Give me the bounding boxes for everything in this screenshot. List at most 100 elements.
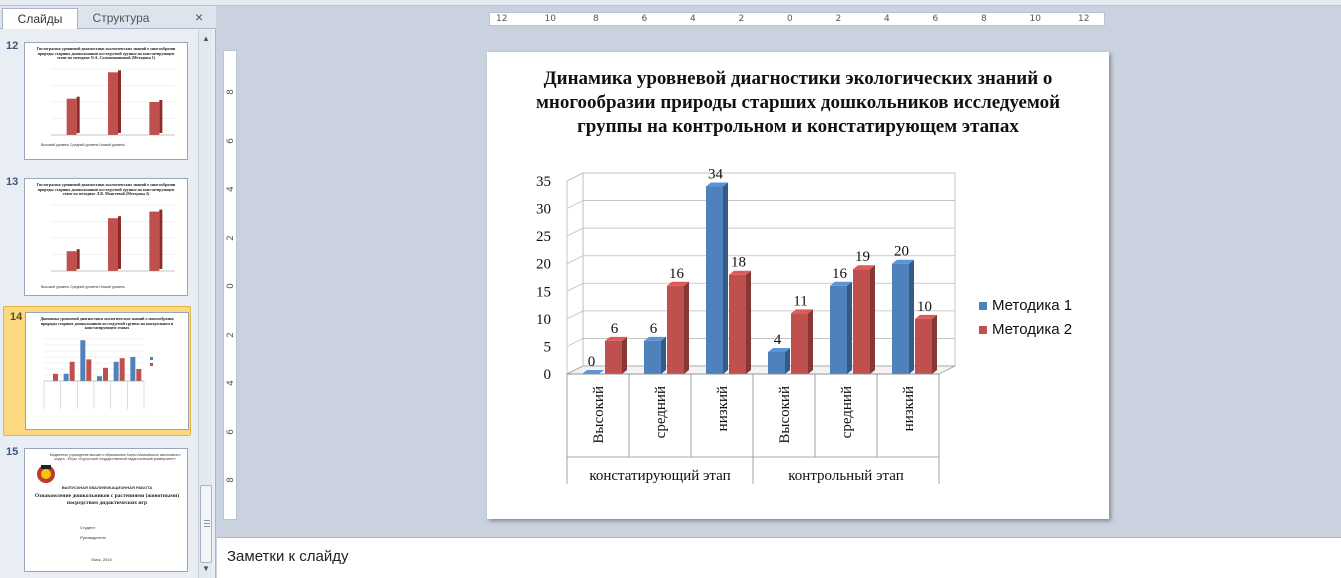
data-label: 10 [917, 299, 932, 315]
mini-bar-side [76, 249, 80, 269]
bar-top [706, 182, 728, 187]
ruler-label: 2 [226, 234, 236, 241]
mini-bar-side [118, 216, 121, 269]
data-label: 16 [832, 266, 848, 282]
bar-top [892, 259, 914, 264]
gridline [566, 255, 955, 265]
thumbnail-scrollbar[interactable]: ▲ ▼ [198, 30, 212, 578]
bar-front [830, 285, 847, 374]
thumbnail-supervisor: Руководитель [80, 535, 106, 540]
slide-thumbnail-12[interactable]: 12 Гистограмма уровневой диагностики эко… [0, 36, 198, 164]
mini-bar-side [76, 96, 80, 133]
notes-placeholder[interactable]: Заметки к слайду [227, 548, 349, 565]
bar [853, 265, 875, 374]
bar-top [729, 270, 751, 275]
bar-top [582, 370, 604, 374]
thumbnail-list: 12 Гистограмма уровневой диагностики эко… [0, 30, 198, 578]
legend-swatch [979, 302, 987, 310]
chart[interactable]: 0 5 10 15 20 25 30 35 0 6 Высокий 6 16 средний 34 18 низ… [487, 52, 1109, 519]
mini-legend-swatch [150, 357, 153, 360]
data-label: 16 [669, 266, 685, 282]
thumbnail-title: Гистограмма уровневой диагностики эколог… [36, 46, 176, 60]
y-tick-label: 0 [544, 367, 552, 383]
bar-side [870, 265, 875, 374]
tab-outline[interactable]: Структура [92, 11, 150, 25]
y-tick-label: 35 [536, 174, 551, 190]
axis-separators [566, 373, 940, 484]
y-tick-label: 10 [536, 312, 551, 328]
gridline [566, 172, 955, 182]
scroll-up-icon[interactable]: ▲ [202, 34, 210, 43]
bar-side [622, 336, 627, 374]
slide-number: 12 [6, 40, 19, 52]
bar-top [830, 281, 852, 286]
panel-tabs: Слайды Структура × [0, 6, 216, 29]
horizontal-ruler: 12 10 8 6 4 2 0 2 4 6 8 10 12 [489, 12, 1105, 26]
thumbnail-kind: ВЫПУСКНАЯ КВАЛИФИКАЦИОННАЯ РАБОТА [61, 485, 153, 490]
university-logo-icon [37, 465, 55, 483]
bar [605, 336, 627, 374]
bar-side [746, 270, 751, 374]
slide-thumbnail-14[interactable]: 14 Динамика уровневой диагностики эколог… [3, 306, 191, 436]
slide-thumbnail-15[interactable]: 15 Бюджетное учреждение высшего образова… [0, 442, 198, 578]
bar-front [892, 263, 909, 374]
chart-side-wall [566, 172, 584, 375]
tab-slides[interactable]: Слайды [2, 8, 78, 29]
ruler-label: 8 [226, 89, 236, 95]
bar-side [932, 314, 937, 374]
mini-bar [53, 373, 58, 381]
notes-pane[interactable]: Заметки к слайду [217, 537, 1341, 578]
data-label: 34 [708, 167, 724, 183]
bar [667, 281, 689, 374]
data-label: 18 [731, 255, 746, 271]
mini-bar [103, 367, 108, 381]
mini-bar [119, 358, 125, 381]
ruler-label: 8 [226, 477, 236, 483]
slides-panel: Слайды Структура × 12 Гистограмма уровне… [0, 6, 216, 578]
ruler-label: 0 [226, 283, 236, 289]
thumbnail-chart [51, 68, 175, 136]
data-label: 4 [774, 332, 782, 348]
y-tick-label: 25 [536, 229, 551, 245]
bar-front [667, 285, 684, 374]
mini-bar [69, 361, 75, 381]
bar [706, 182, 728, 374]
data-label: 6 [650, 321, 658, 337]
slide-number: 14 [10, 311, 23, 323]
close-panel-icon[interactable]: × [195, 9, 204, 25]
bars [582, 182, 937, 374]
thumbnail-title: Динамика уровневой диагностики экологиче… [40, 316, 174, 330]
gridline [566, 200, 955, 209]
data-label: 6 [611, 321, 619, 337]
mini-bar-side [159, 209, 163, 269]
ruler-label: 4 [226, 186, 236, 192]
thumbnail-legend: Высокий уровень Средний уровень Низкий у… [41, 143, 126, 147]
legend-label: Методика 1 [992, 297, 1072, 314]
scroll-thumb[interactable] [200, 485, 212, 563]
thumbnail-frame: Гистограмма уровневой диагностики эколог… [24, 178, 188, 296]
mini-legend-swatch [150, 363, 153, 366]
bar-top [667, 281, 689, 286]
slide-title[interactable]: Динамика уровневой диагностики экологиче… [535, 68, 1061, 137]
bar-top [605, 336, 627, 341]
mini-bar [149, 211, 160, 271]
ruler-label: 4 [690, 14, 696, 24]
bar-front [791, 313, 808, 374]
scroll-down-icon[interactable]: ▼ [202, 564, 210, 573]
ruler-label: 2 [738, 14, 745, 24]
mini-bar [108, 218, 118, 271]
ruler-label: 12 [496, 14, 508, 24]
bar-side [909, 259, 914, 374]
bar-top [915, 314, 937, 319]
slide-number: 15 [6, 446, 19, 458]
legend-swatch [979, 326, 987, 334]
thumbnail-frame: Бюджетное учреждение высшего образования… [24, 448, 188, 572]
data-label: 20 [894, 244, 909, 260]
slide-thumbnail-13[interactable]: 13 Гистограмма уровневой диагностики эко… [0, 172, 198, 300]
bar-front [853, 269, 870, 374]
mini-bar [136, 369, 142, 381]
bar [892, 259, 914, 374]
slide-canvas[interactable]: Динамика уровневой диагностики экологиче… [487, 52, 1109, 519]
bar-top [853, 265, 875, 270]
